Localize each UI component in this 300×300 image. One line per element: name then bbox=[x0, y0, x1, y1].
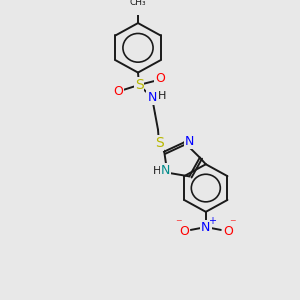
Text: CH₃: CH₃ bbox=[130, 0, 146, 7]
Text: S: S bbox=[154, 136, 164, 150]
Text: N: N bbox=[160, 164, 170, 177]
Text: S: S bbox=[135, 78, 143, 92]
Text: O: O bbox=[155, 72, 165, 85]
Text: O: O bbox=[113, 85, 123, 98]
Text: +: + bbox=[208, 216, 216, 226]
Text: H: H bbox=[153, 166, 161, 176]
Text: N: N bbox=[184, 135, 194, 148]
Text: ⁻: ⁻ bbox=[176, 218, 182, 231]
Text: N: N bbox=[147, 91, 157, 104]
Text: H: H bbox=[158, 92, 166, 101]
Text: O: O bbox=[179, 225, 189, 238]
Text: N: N bbox=[201, 220, 211, 234]
Text: O: O bbox=[223, 225, 233, 238]
Text: ⁻: ⁻ bbox=[230, 218, 236, 231]
